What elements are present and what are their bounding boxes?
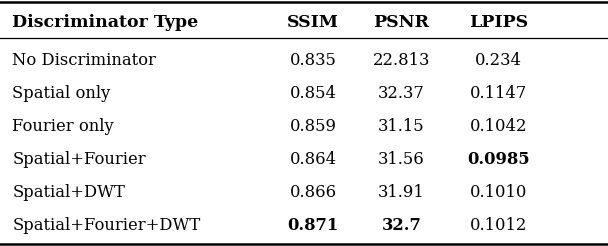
Text: Spatial only: Spatial only bbox=[12, 85, 111, 102]
Text: 0.1147: 0.1147 bbox=[470, 85, 527, 102]
Text: 0.864: 0.864 bbox=[289, 151, 337, 168]
Text: 22.813: 22.813 bbox=[373, 52, 430, 69]
Text: No Discriminator: No Discriminator bbox=[12, 52, 156, 69]
Text: PSNR: PSNR bbox=[373, 14, 429, 31]
Text: 0.1042: 0.1042 bbox=[470, 118, 527, 135]
Text: 0.234: 0.234 bbox=[475, 52, 522, 69]
Text: 0.1012: 0.1012 bbox=[470, 216, 527, 234]
Text: Spatial+DWT: Spatial+DWT bbox=[12, 184, 125, 201]
Text: 0.0985: 0.0985 bbox=[467, 151, 530, 168]
Text: Spatial+Fourier: Spatial+Fourier bbox=[12, 151, 146, 168]
Text: 31.15: 31.15 bbox=[378, 118, 424, 135]
Text: 32.37: 32.37 bbox=[378, 85, 424, 102]
Text: Fourier only: Fourier only bbox=[12, 118, 114, 135]
Text: 0.1010: 0.1010 bbox=[470, 184, 527, 201]
Text: 0.859: 0.859 bbox=[289, 118, 337, 135]
Text: SSIM: SSIM bbox=[287, 14, 339, 31]
Text: 32.7: 32.7 bbox=[381, 216, 421, 234]
Text: 0.871: 0.871 bbox=[288, 216, 339, 234]
Text: LPIPS: LPIPS bbox=[469, 14, 528, 31]
Text: Spatial+Fourier+DWT: Spatial+Fourier+DWT bbox=[12, 216, 201, 234]
Text: Discriminator Type: Discriminator Type bbox=[12, 14, 198, 31]
Text: 31.91: 31.91 bbox=[378, 184, 424, 201]
Text: 0.866: 0.866 bbox=[289, 184, 337, 201]
Text: 0.854: 0.854 bbox=[289, 85, 337, 102]
Text: 31.56: 31.56 bbox=[378, 151, 424, 168]
Text: 0.835: 0.835 bbox=[289, 52, 337, 69]
